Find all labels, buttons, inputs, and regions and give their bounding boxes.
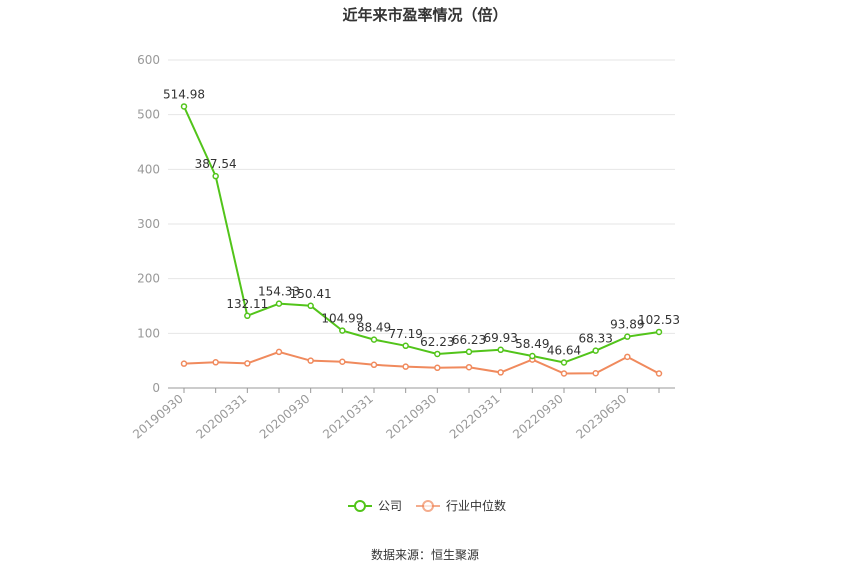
data-point <box>402 363 409 370</box>
source-note: 数据来源：恒生聚源 <box>371 547 479 562</box>
data-point <box>434 350 441 358</box>
data-point <box>244 360 251 367</box>
data-point <box>402 342 409 350</box>
data-point <box>592 369 599 377</box>
y-tick-label: 0 <box>152 381 160 395</box>
x-tick-label: 20200331 <box>193 392 249 442</box>
data-label: 77.19 <box>388 327 422 341</box>
x-tick-label: 20230630 <box>573 392 629 442</box>
data-point <box>560 359 568 366</box>
y-tick-label: 400 <box>137 162 160 176</box>
data-point <box>624 333 631 340</box>
x-tick-label: 20210331 <box>320 392 376 442</box>
data-point <box>180 103 188 110</box>
data-point <box>244 312 251 320</box>
data-label: 69.93 <box>483 331 517 345</box>
legend-swatch-marker <box>354 500 366 512</box>
y-tick-label: 200 <box>137 272 160 286</box>
data-point <box>655 370 663 377</box>
legend-label: 公司 <box>378 499 402 513</box>
y-tick-label: 500 <box>137 108 160 122</box>
data-label: 387.54 <box>195 157 237 171</box>
y-tick-label: 100 <box>137 326 160 340</box>
data-point <box>307 357 314 364</box>
data-point <box>212 359 219 366</box>
series-layer <box>180 103 663 377</box>
legend: 公司 行业中位数 <box>348 498 506 513</box>
x-tick-label: 20200930 <box>257 392 313 442</box>
x-tick-label: 20220331 <box>447 392 503 442</box>
x-tick-label: 20190930 <box>130 392 186 442</box>
x-tick-label: 20210930 <box>383 392 439 442</box>
legend-label: 行业中位数 <box>446 498 506 513</box>
data-point <box>465 363 473 371</box>
data-label: 93.89 <box>610 318 644 332</box>
data-label: 104.99 <box>321 312 363 326</box>
data-point <box>592 347 599 354</box>
y-axis: 0 100 200 300 400 500 600 <box>137 53 160 395</box>
data-point <box>370 361 378 369</box>
data-point <box>307 302 314 310</box>
data-point <box>434 364 441 372</box>
data-point <box>275 300 283 307</box>
data-point <box>497 369 504 376</box>
data-point <box>529 352 536 360</box>
data-label: 88.49 <box>357 321 391 335</box>
data-point <box>275 348 283 356</box>
data-point <box>465 348 473 356</box>
data-point <box>339 327 346 334</box>
data-label: 514.98 <box>163 87 205 101</box>
chart-title: 近年来市盈率情况（倍） <box>342 6 507 24</box>
x-axis: 20190930 20200331 20200930 20210331 20210930… <box>130 387 675 442</box>
data-point <box>370 336 378 343</box>
data-point <box>339 358 346 366</box>
data-label: 68.33 <box>578 332 612 346</box>
data-point <box>180 360 188 367</box>
y-tick-label: 600 <box>137 53 160 67</box>
data-label: 150.41 <box>290 287 332 301</box>
data-point <box>624 353 631 361</box>
data-point <box>212 172 219 180</box>
grid <box>168 59 675 334</box>
data-point <box>560 370 568 377</box>
y-tick-label: 300 <box>137 217 160 231</box>
data-label: 154.33 <box>258 285 300 299</box>
legend-swatch-marker <box>422 500 434 512</box>
data-label: 66.23 <box>452 333 486 347</box>
data-label: 46.64 <box>547 344 581 358</box>
data-point <box>497 346 504 354</box>
series-line-1 <box>183 350 660 375</box>
data-point <box>655 328 663 336</box>
data-label: 62.23 <box>420 335 454 349</box>
series-line-0 <box>183 106 660 364</box>
x-tick-label: 20220930 <box>510 392 566 442</box>
data-label: 58.49 <box>515 337 549 351</box>
data-label: 132.11 <box>226 297 268 311</box>
data-label: 102.53 <box>638 313 680 327</box>
